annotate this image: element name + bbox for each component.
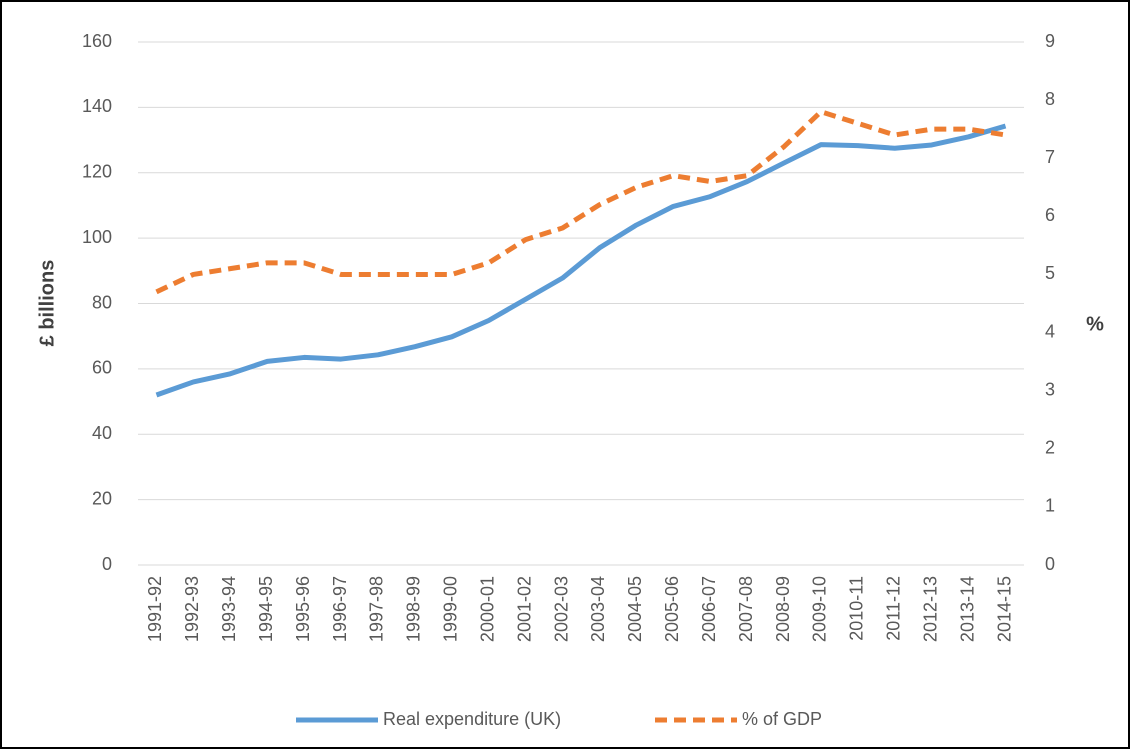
y-axis-label: £ billions bbox=[36, 260, 58, 347]
series-line bbox=[155, 109, 1006, 295]
y-tick-label: 60 bbox=[92, 358, 112, 378]
x-tick-label: 2012-13 bbox=[920, 576, 940, 642]
x-tick-label: 2004-05 bbox=[625, 576, 645, 642]
x-tick-label: 1998-99 bbox=[404, 576, 424, 642]
x-tick-label: 1993-94 bbox=[219, 576, 239, 642]
x-tick-label: 1994-95 bbox=[256, 576, 276, 642]
y2-tick-label: 3 bbox=[1045, 379, 1055, 399]
y2-tick-label: 1 bbox=[1045, 496, 1055, 516]
x-tick-label: 2003-04 bbox=[588, 576, 608, 642]
y2-tick-label: 8 bbox=[1045, 89, 1055, 109]
x-tick-label: 2005-06 bbox=[662, 576, 682, 642]
y2-tick-label: 0 bbox=[1045, 554, 1055, 574]
y2-tick-label: 4 bbox=[1045, 321, 1055, 341]
x-tick-label: 2002-03 bbox=[551, 576, 571, 642]
y-tick-label: 80 bbox=[92, 292, 112, 312]
x-tick-label: 1997-98 bbox=[367, 576, 387, 642]
y-tick-label: 140 bbox=[82, 96, 112, 116]
x-tick-label: 2014-15 bbox=[994, 576, 1014, 642]
series-line bbox=[155, 123, 1007, 398]
y2-tick-label: 6 bbox=[1045, 205, 1055, 225]
x-tick-label: 1995-96 bbox=[293, 576, 313, 642]
y-tick-label: 100 bbox=[82, 227, 112, 247]
x-tick-label: 1999-00 bbox=[441, 576, 461, 642]
x-tick-label: 1991-92 bbox=[145, 576, 165, 642]
y-tick-label: 40 bbox=[92, 423, 112, 443]
legend-label: Real expenditure (UK) bbox=[383, 709, 561, 729]
x-tick-label: 2006-07 bbox=[699, 576, 719, 642]
x-tick-label: 1992-93 bbox=[182, 576, 202, 642]
y2-tick-label: 9 bbox=[1045, 31, 1055, 51]
y-tick-label: 120 bbox=[82, 162, 112, 182]
x-tick-label: 2011-12 bbox=[884, 576, 904, 641]
y2-axis-label: % bbox=[1086, 313, 1104, 335]
x-tick-label: 2013-14 bbox=[957, 576, 977, 642]
y2-tick-label: 2 bbox=[1045, 438, 1055, 458]
y-tick-label: 160 bbox=[82, 31, 112, 51]
x-tick-label: 2009-10 bbox=[810, 576, 830, 642]
x-tick-label: 2000-01 bbox=[477, 576, 497, 642]
x-tick-label: 2001-02 bbox=[514, 576, 534, 642]
y2-tick-label: 7 bbox=[1045, 147, 1055, 167]
x-tick-label: 2008-09 bbox=[773, 576, 793, 642]
y2-tick-label: 5 bbox=[1045, 263, 1055, 283]
x-tick-label: 2007-08 bbox=[736, 576, 756, 642]
y-tick-label: 0 bbox=[102, 554, 112, 574]
x-tick-label: 2010-11 bbox=[847, 576, 867, 641]
y-tick-label: 20 bbox=[92, 488, 112, 508]
legend-label: % of GDP bbox=[742, 709, 822, 729]
x-tick-label: 1996-97 bbox=[330, 576, 350, 642]
